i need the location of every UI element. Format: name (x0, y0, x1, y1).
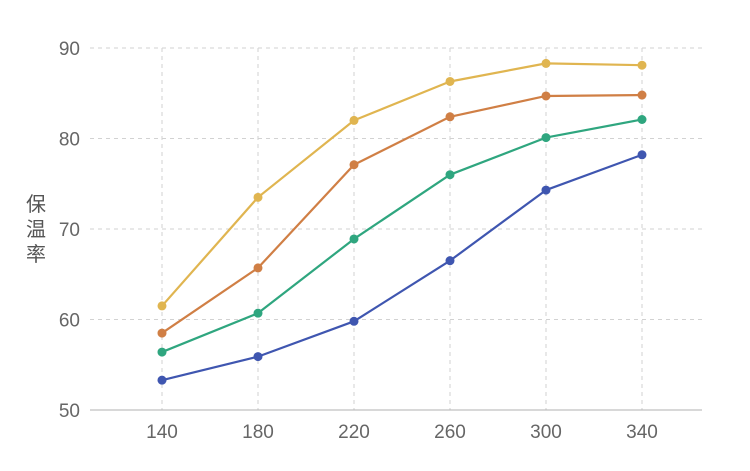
x-tick-label: 220 (338, 422, 370, 443)
x-tick-label: 140 (146, 422, 178, 443)
data-point (637, 90, 647, 100)
data-point (157, 347, 167, 357)
y-tick-label: 90 (59, 39, 80, 60)
y-tick-label: 70 (59, 220, 80, 241)
data-point (349, 234, 359, 244)
series-layer (157, 58, 647, 385)
y-axis-label-char: 温 (26, 217, 46, 241)
data-point (445, 170, 455, 180)
y-axis-label: 保温率 (26, 192, 46, 266)
data-point (253, 308, 263, 318)
data-point (349, 115, 359, 125)
data-point (157, 301, 167, 311)
data-point (349, 160, 359, 170)
y-tick-label: 80 (59, 130, 80, 151)
data-point (157, 375, 167, 385)
data-point (637, 150, 647, 160)
data-point (349, 316, 359, 326)
data-point (541, 58, 551, 68)
data-point (253, 352, 263, 362)
x-tick-label: 180 (242, 422, 274, 443)
grid (90, 47, 702, 410)
data-point (445, 256, 455, 266)
data-point (445, 112, 455, 122)
series-line (161, 118, 643, 354)
x-tick-label: 340 (626, 422, 658, 443)
series-line (161, 93, 643, 334)
data-point (541, 185, 551, 195)
y-tick-label: 60 (59, 311, 80, 332)
y-axis-label-char: 保 (26, 192, 46, 216)
data-point (253, 192, 263, 202)
data-point (637, 60, 647, 70)
data-point (157, 328, 167, 338)
data-point (541, 91, 551, 101)
x-tick-label: 300 (530, 422, 562, 443)
series-line (161, 62, 643, 307)
data-point (445, 76, 455, 86)
data-point (253, 263, 263, 273)
y-axis-label-char: 率 (26, 242, 46, 266)
data-point (541, 133, 551, 143)
data-point (637, 114, 647, 124)
series-line (161, 153, 643, 382)
y-tick-label: 50 (59, 401, 80, 422)
axes: 50 60 70 80 90 140 180 220 260 300 340 (59, 39, 702, 443)
x-tick-label: 260 (434, 422, 466, 443)
